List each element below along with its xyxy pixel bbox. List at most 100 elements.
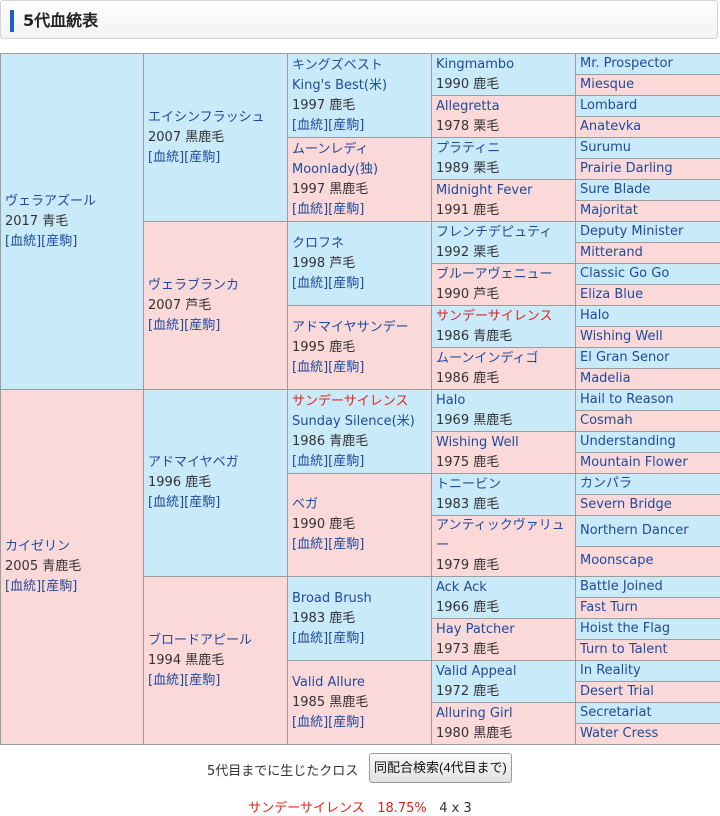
pedigree-g5-ancestor[interactable]: Turn to Talent	[576, 640, 720, 661]
horse-name-link[interactable]: クロフネ	[292, 236, 344, 251]
sanku-link[interactable]: [産駒]	[328, 715, 364, 730]
horse-name-link[interactable]: サンデーサイレンス	[292, 394, 408, 409]
horse-name-link[interactable]: キングズベスト	[292, 58, 383, 73]
horse-name-link[interactable]: Prairie Darling	[580, 161, 673, 176]
horse-name-link[interactable]: Wishing Well	[436, 435, 519, 450]
horse-name-link[interactable]: Allegretta	[436, 99, 500, 114]
horse-name-link[interactable]: ブルーアヴェニュー	[436, 267, 552, 282]
horse-name-link[interactable]: Severn Bridge	[580, 497, 672, 512]
sanku-link[interactable]: [産駒]	[328, 202, 364, 217]
ketto-link[interactable]: [血統]	[148, 673, 184, 688]
horse-name-link[interactable]: Hoist the Flag	[580, 621, 670, 636]
pedigree-g5-ancestor[interactable]: In Reality	[576, 661, 720, 682]
horse-name-link[interactable]: Turn to Talent	[580, 642, 668, 657]
horse-name-link[interactable]: ヴェラブランカ	[148, 278, 239, 293]
horse-name-link[interactable]: ヴェラアズール	[5, 194, 96, 209]
horse-alt-name-link[interactable]: King's Best(米)	[292, 78, 387, 93]
pedigree-g5-ancestor[interactable]: Moonscape	[576, 546, 720, 577]
pedigree-g5-ancestor[interactable]: Deputy Minister	[576, 222, 720, 243]
ketto-link[interactable]: [血統]	[5, 234, 41, 249]
sanku-link[interactable]: [産駒]	[328, 360, 364, 375]
horse-name-link[interactable]: Mr. Prospector	[580, 56, 673, 71]
pedigree-g5-ancestor[interactable]: Lombard	[576, 96, 720, 117]
sanku-link[interactable]: [産駒]	[41, 234, 77, 249]
pedigree-g5-ancestor[interactable]: Mitterand	[576, 243, 720, 264]
sanku-link[interactable]: [産駒]	[41, 579, 77, 594]
horse-name-link[interactable]: Valid Allure	[292, 675, 365, 690]
horse-name-link[interactable]: Moonscape	[580, 553, 654, 568]
horse-name-link[interactable]: Classic Go Go	[580, 266, 669, 281]
horse-name-link[interactable]: アドマイヤベガ	[148, 455, 239, 470]
horse-name-link[interactable]: Valid Appeal	[436, 664, 516, 679]
ketto-link[interactable]: [血統]	[292, 631, 328, 646]
sanku-link[interactable]: [産駒]	[328, 631, 364, 646]
sanku-link[interactable]: [産駒]	[184, 150, 220, 165]
horse-name-link[interactable]: Alluring Girl	[436, 706, 513, 721]
horse-name-link[interactable]: Water Cress	[580, 726, 658, 741]
ketto-link[interactable]: [血統]	[292, 360, 328, 375]
horse-name-link[interactable]: Majoritat	[580, 203, 638, 218]
pedigree-g5-ancestor[interactable]: Water Cress	[576, 724, 720, 745]
horse-name-link[interactable]: サンデーサイレンス	[436, 309, 552, 324]
horse-name-link[interactable]: Lombard	[580, 98, 637, 113]
horse-name-link[interactable]: カイゼリン	[5, 539, 70, 554]
pedigree-g5-ancestor[interactable]: Secretariat	[576, 703, 720, 724]
pedigree-g5-ancestor[interactable]: Eliza Blue	[576, 285, 720, 306]
horse-name-link[interactable]: Hail to Reason	[580, 392, 674, 407]
ketto-link[interactable]: [血統]	[292, 202, 328, 217]
pedigree-g5-ancestor[interactable]: Cosmah	[576, 411, 720, 432]
horse-name-link[interactable]: ベガ	[292, 497, 318, 512]
sanku-link[interactable]: [産駒]	[184, 673, 220, 688]
ketto-link[interactable]: [血統]	[292, 537, 328, 552]
horse-name-link[interactable]: El Gran Senor	[580, 350, 670, 365]
pedigree-g5-ancestor[interactable]: El Gran Senor	[576, 348, 720, 369]
horse-name-link[interactable]: トニービン	[436, 477, 501, 492]
horse-name-link[interactable]: Fast Turn	[580, 600, 638, 615]
horse-name-link[interactable]: Midnight Fever	[436, 183, 532, 198]
horse-name-link[interactable]: Mountain Flower	[580, 455, 688, 470]
horse-name-link[interactable]: Halo	[580, 308, 609, 323]
horse-name-link[interactable]: Anatevka	[580, 119, 641, 134]
horse-name-link[interactable]: Secretariat	[580, 705, 652, 720]
ketto-link[interactable]: [血統]	[292, 118, 328, 133]
horse-name-link[interactable]: プラティニ	[436, 141, 500, 156]
pedigree-g5-ancestor[interactable]: Fast Turn	[576, 598, 720, 619]
sanku-link[interactable]: [産駒]	[184, 318, 220, 333]
horse-name-link[interactable]: ムーンレディ	[292, 142, 368, 157]
horse-name-link[interactable]: アンティックヴァリュー	[436, 518, 565, 553]
cross-horse-link[interactable]: サンデーサイレンス	[248, 801, 364, 816]
horse-name-link[interactable]: Desert Trial	[580, 684, 654, 699]
horse-name-link[interactable]: Wishing Well	[580, 329, 663, 344]
ketto-link[interactable]: [血統]	[292, 276, 328, 291]
ketto-link[interactable]: [血統]	[148, 318, 184, 333]
pedigree-g5-ancestor[interactable]: Prairie Darling	[576, 159, 720, 180]
horse-name-link[interactable]: アドマイヤサンデー	[292, 320, 409, 335]
pedigree-g5-ancestor[interactable]: Surumu	[576, 138, 720, 159]
pedigree-g5-ancestor[interactable]: Severn Bridge	[576, 495, 720, 516]
ketto-link[interactable]: [血統]	[148, 150, 184, 165]
horse-name-link[interactable]: ブロードアピール	[148, 633, 252, 648]
pedigree-g5-ancestor[interactable]: Mr. Prospector	[576, 54, 720, 75]
pedigree-g5-ancestor[interactable]: Desert Trial	[576, 682, 720, 703]
horse-name-link[interactable]: Hay Patcher	[436, 622, 515, 637]
pedigree-g5-ancestor[interactable]: Classic Go Go	[576, 264, 720, 285]
pedigree-g5-ancestor[interactable]: Miesque	[576, 75, 720, 96]
pedigree-g5-ancestor[interactable]: Anatevka	[576, 117, 720, 138]
horse-name-link[interactable]: In Reality	[580, 663, 641, 678]
pedigree-g5-ancestor[interactable]: Understanding	[576, 432, 720, 453]
horse-name-link[interactable]: カンパラ	[580, 476, 632, 491]
pedigree-g5-ancestor[interactable]: Hoist the Flag	[576, 619, 720, 640]
pedigree-g5-ancestor[interactable]: Majoritat	[576, 201, 720, 222]
ketto-link[interactable]: [血統]	[148, 495, 184, 510]
horse-name-link[interactable]: フレンチデピュティ	[436, 225, 552, 240]
horse-name-link[interactable]: Broad Brush	[292, 591, 372, 606]
horse-name-link[interactable]: Mitterand	[580, 245, 643, 260]
horse-name-link[interactable]: Kingmambo	[436, 57, 514, 72]
horse-name-link[interactable]: ムーンインディゴ	[436, 351, 538, 366]
horse-name-link[interactable]: Halo	[436, 393, 465, 408]
horse-name-link[interactable]: Ack Ack	[436, 580, 487, 595]
horse-name-link[interactable]: エイシンフラッシュ	[148, 110, 265, 125]
ketto-link[interactable]: [血統]	[292, 454, 328, 469]
sanku-link[interactable]: [産駒]	[328, 537, 364, 552]
pedigree-g5-ancestor[interactable]: Wishing Well	[576, 327, 720, 348]
